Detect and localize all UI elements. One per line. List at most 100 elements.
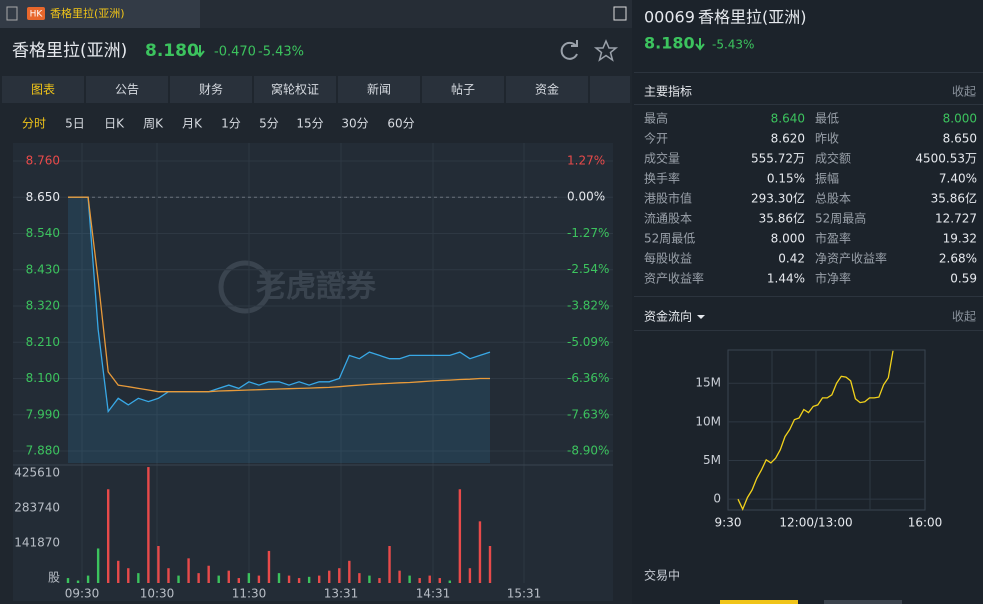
sidebar-name: 香格里拉(亚洲) bbox=[698, 8, 807, 27]
period-option[interactable]: 周K bbox=[143, 117, 164, 131]
nav-tab[interactable] bbox=[86, 76, 168, 103]
stat-value: 555.72万 bbox=[751, 152, 805, 166]
volume-bar bbox=[358, 573, 361, 583]
volume-bar bbox=[66, 578, 70, 583]
stat-label: 最高 bbox=[644, 111, 668, 126]
nav-tab[interactable] bbox=[506, 76, 588, 103]
nav-tab[interactable] bbox=[338, 76, 420, 103]
period-option[interactable]: 5分 bbox=[259, 117, 279, 131]
volume-bar bbox=[448, 580, 452, 583]
divider bbox=[634, 104, 983, 105]
volume-bar bbox=[237, 578, 241, 583]
volume-tick-label: 425610 bbox=[14, 466, 60, 480]
flow-frame bbox=[727, 349, 926, 511]
volume-bar bbox=[297, 578, 301, 583]
stat-value: 8.000 bbox=[771, 232, 805, 246]
period-option[interactable]: 1分 bbox=[221, 117, 241, 131]
button-edge bbox=[720, 600, 798, 604]
stat-value: 35.86亿 bbox=[931, 191, 977, 206]
nav-tab[interactable] bbox=[2, 76, 84, 103]
y-tick-label: 8.430 bbox=[26, 262, 60, 276]
y-tick-label: 8.210 bbox=[26, 335, 60, 349]
price-line bbox=[68, 196, 491, 414]
period-option[interactable]: 5日 bbox=[65, 117, 85, 131]
volume-bar bbox=[227, 570, 230, 583]
nav-tab[interactable] bbox=[422, 76, 504, 103]
volume-bar bbox=[438, 578, 441, 583]
nav-tab-label: 图表 bbox=[31, 83, 55, 97]
flow-y-tick-label: 10M bbox=[695, 414, 721, 428]
change: -0.470 bbox=[214, 45, 256, 60]
stat-label: 港股市值 bbox=[644, 191, 692, 206]
flow-y-tick-label: 5M bbox=[703, 453, 721, 467]
money-flow-line bbox=[737, 350, 894, 511]
nav-tab-label: 新闻 bbox=[367, 82, 391, 97]
collapse-button[interactable]: 收起 bbox=[952, 310, 976, 324]
volume-bar bbox=[458, 489, 462, 583]
down-arrow bbox=[695, 38, 705, 51]
refresh-icon[interactable] bbox=[560, 40, 578, 60]
period-option[interactable]: 月K bbox=[182, 117, 203, 131]
sidebar-price: 8.180 bbox=[644, 34, 695, 53]
star-icon[interactable] bbox=[593, 39, 619, 62]
stat-label: 市盈率 bbox=[815, 231, 851, 246]
y-tick-label: 8.760 bbox=[26, 154, 60, 168]
period-option[interactable]: 分时 bbox=[22, 117, 46, 131]
stat-value: 8.000 bbox=[943, 112, 977, 126]
stat-value: 8.640 bbox=[771, 112, 805, 126]
stat-label: 成交额 bbox=[815, 151, 851, 166]
flow-x-tick-label: 12:00/13:00 bbox=[779, 516, 852, 530]
y-tick-label: 8.540 bbox=[26, 226, 60, 240]
period-option[interactable]: 日K bbox=[104, 117, 125, 131]
change-pct: -5.43% bbox=[258, 45, 304, 60]
x-tick-label: 14:31 bbox=[416, 587, 451, 601]
stock-name: 香格里拉(亚洲) bbox=[12, 41, 127, 61]
volume-bar bbox=[207, 565, 210, 583]
volume-bar bbox=[187, 558, 190, 583]
y-tick-label: 8.650 bbox=[26, 190, 60, 204]
volume-tick-label: 141870 bbox=[14, 536, 60, 550]
stat-label: 市净率 bbox=[815, 271, 851, 286]
stat-value: 0.59 bbox=[950, 272, 977, 286]
volume-bar bbox=[418, 578, 421, 583]
stat-value: 1.44% bbox=[767, 272, 805, 286]
stat-label: 净资产收益率 bbox=[815, 251, 887, 266]
stat-value: 19.32 bbox=[943, 232, 977, 246]
stat-value: 4500.53万 bbox=[915, 152, 977, 166]
x-tick-label: 10:30 bbox=[140, 587, 175, 601]
panel-icon[interactable] bbox=[613, 6, 627, 21]
stat-value: 35.86亿 bbox=[759, 211, 805, 226]
flow-y-tick-label: 15M bbox=[695, 376, 721, 390]
y2-tick-label: 0.00% bbox=[567, 190, 605, 204]
period-option[interactable]: 15分 bbox=[296, 117, 323, 131]
window-tab-title: 香格里拉(亚洲) bbox=[50, 6, 125, 20]
volume-bar bbox=[247, 573, 251, 583]
section-title[interactable]: 资金流向 bbox=[644, 309, 692, 324]
period-option[interactable]: 60分 bbox=[387, 117, 414, 131]
stat-label: 每股收益 bbox=[644, 251, 692, 266]
volume-bar bbox=[147, 467, 150, 583]
volume-bar bbox=[378, 578, 381, 583]
y-tick-label: 7.990 bbox=[26, 407, 60, 421]
volume-bar bbox=[257, 575, 261, 583]
nav-tab-label: 帖子 bbox=[451, 82, 475, 97]
x-tick-label: 13:31 bbox=[324, 587, 359, 601]
volume-bar bbox=[76, 580, 80, 583]
volume-tick-label: 股 bbox=[48, 571, 60, 585]
sidebar-change-pct: -5.43% bbox=[712, 38, 754, 52]
nav-tab[interactable] bbox=[170, 76, 252, 103]
y2-tick-label: -6.36% bbox=[567, 371, 609, 385]
volume-tick-label: 283740 bbox=[14, 501, 60, 515]
watermark: 老虎證券 bbox=[256, 270, 377, 305]
stat-label: 今开 bbox=[644, 131, 668, 146]
collapse-button[interactable]: 收起 bbox=[952, 85, 976, 99]
stat-label: 52周最低 bbox=[644, 232, 695, 246]
volume-bar bbox=[328, 570, 331, 583]
nav-tab[interactable] bbox=[254, 76, 336, 103]
volume-bar bbox=[86, 575, 90, 583]
nav-tab[interactable] bbox=[590, 76, 630, 103]
section-title: 主要指标 bbox=[644, 84, 692, 99]
volume-bar bbox=[408, 575, 411, 583]
period-option[interactable]: 30分 bbox=[341, 117, 368, 131]
volume-bar bbox=[96, 548, 100, 583]
